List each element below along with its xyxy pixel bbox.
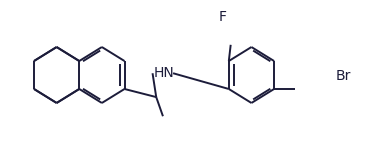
Text: Br: Br xyxy=(335,69,351,83)
Text: HN: HN xyxy=(153,66,174,80)
Text: F: F xyxy=(219,10,227,24)
